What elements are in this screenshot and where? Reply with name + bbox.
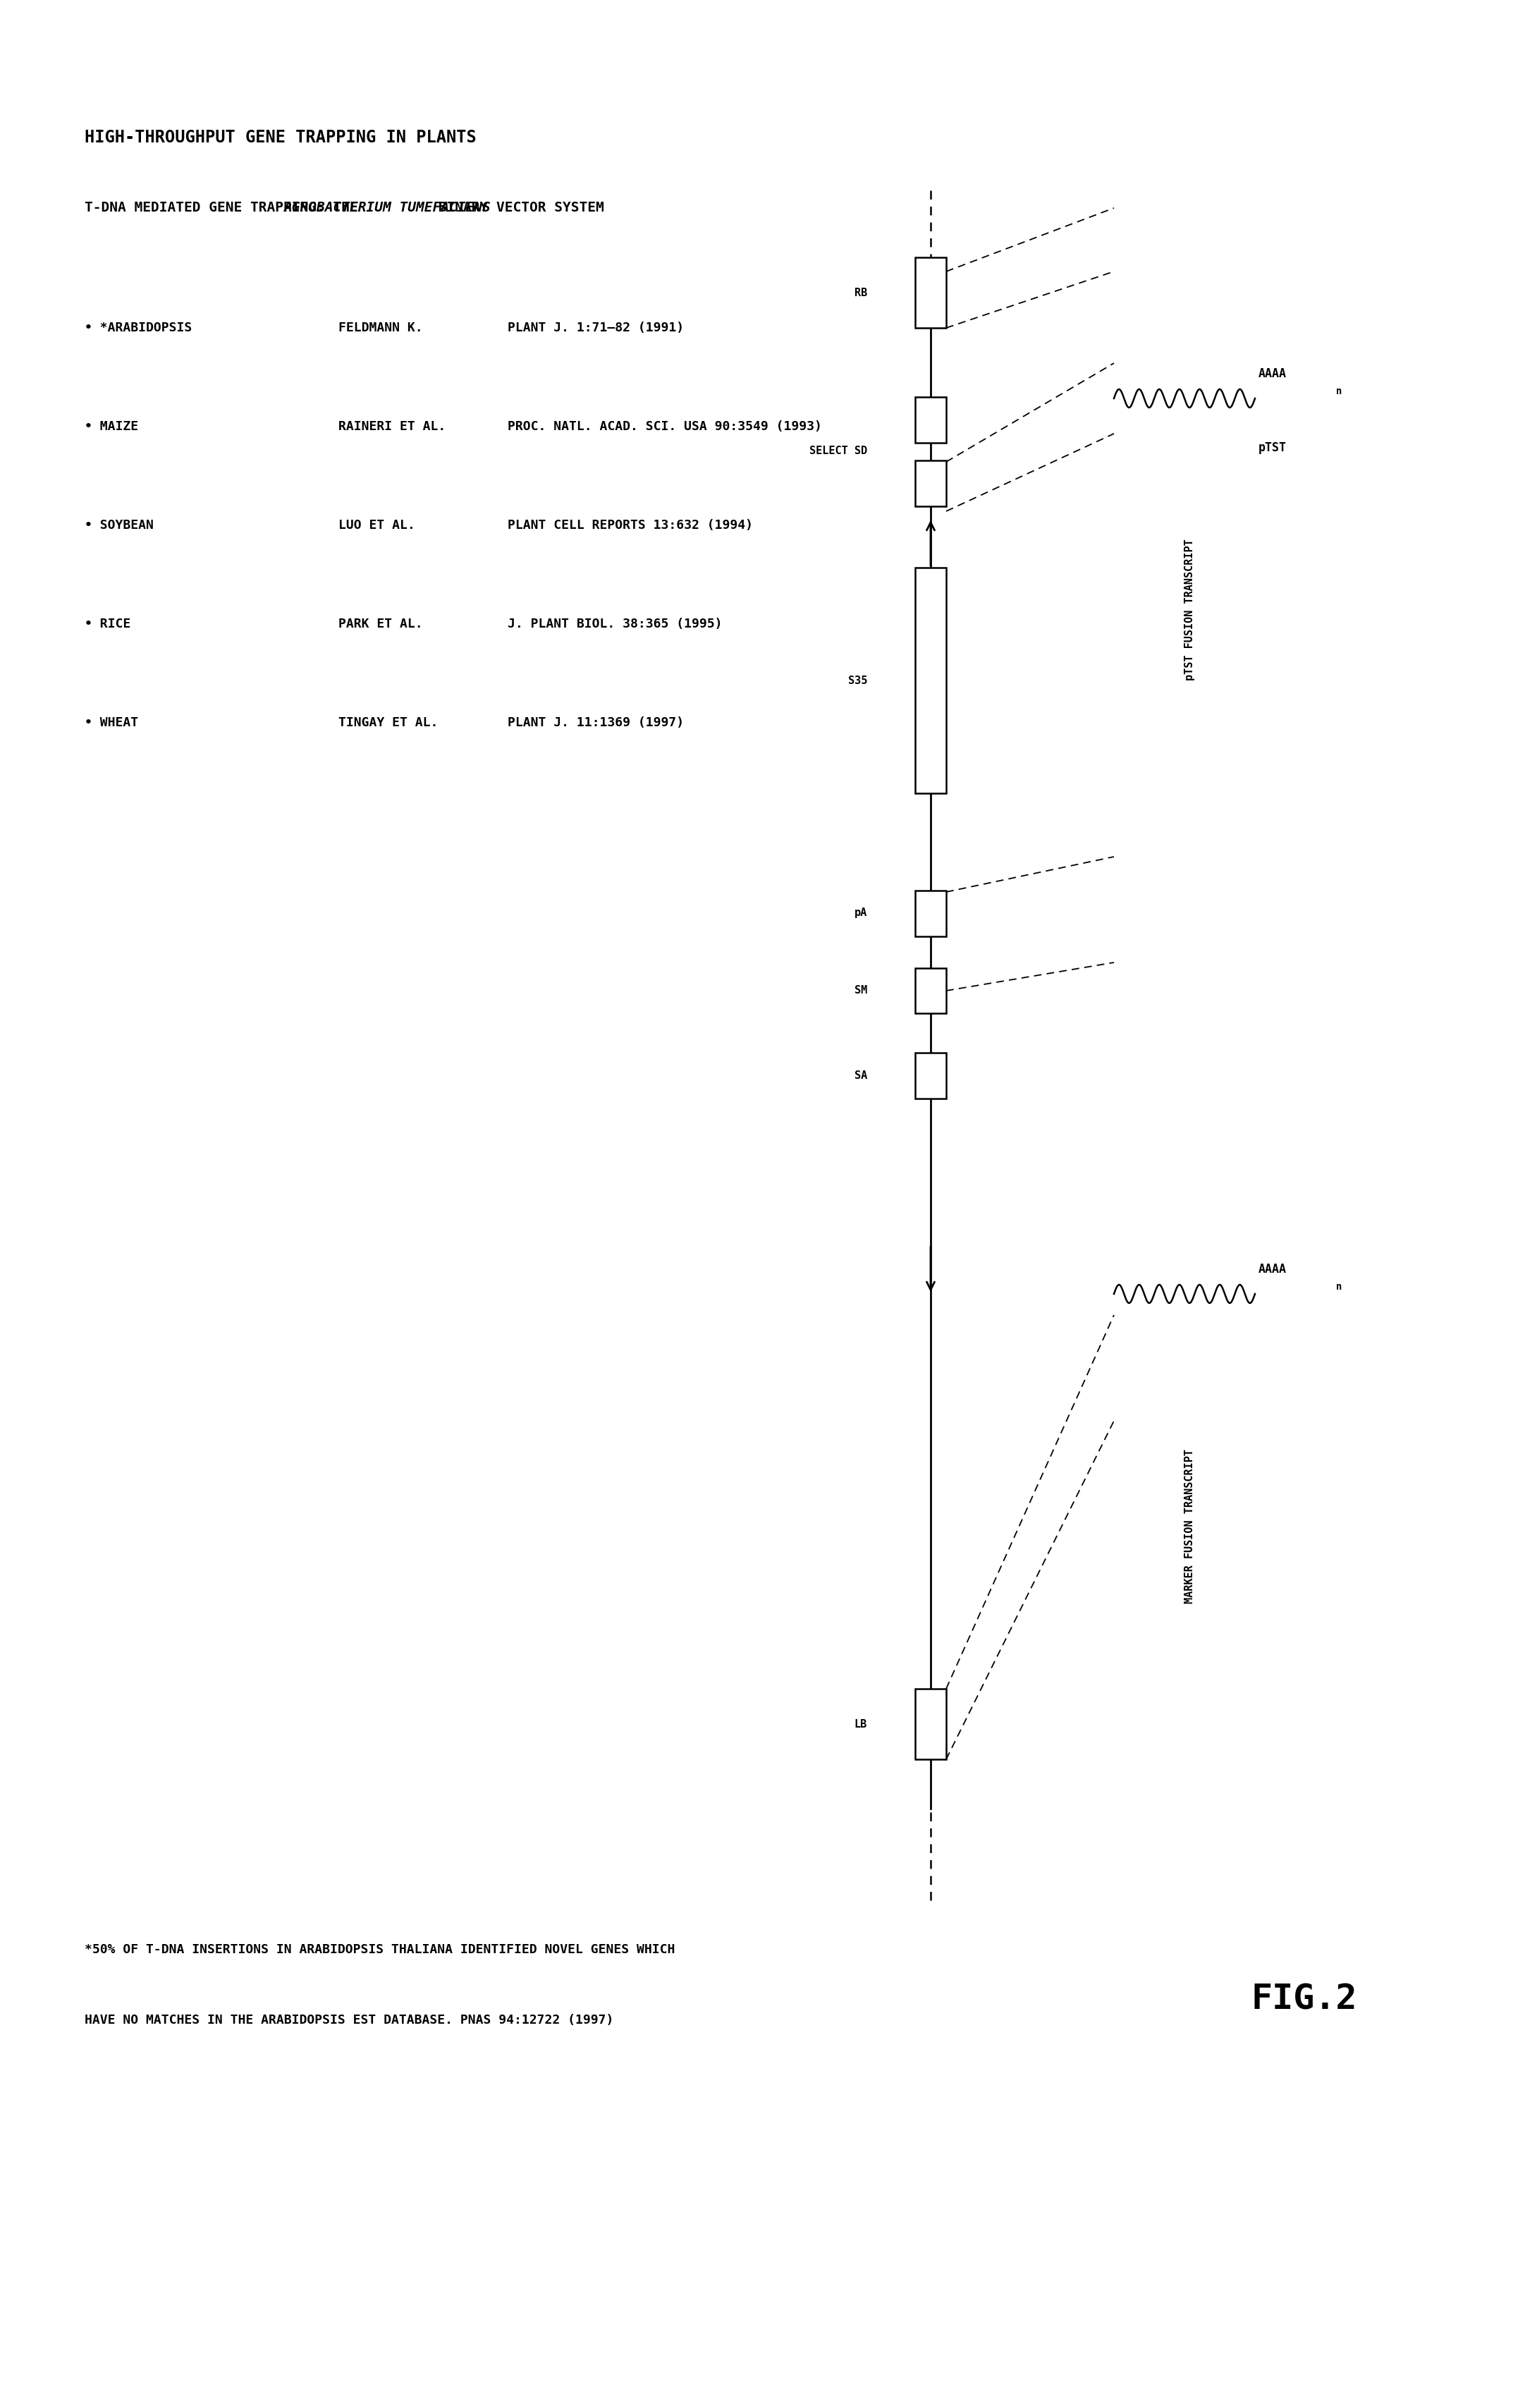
Text: AGROBACTERIUM TUMEFACIENS: AGROBACTERIUM TUMEFACIENS [283,202,490,214]
Text: HIGH-THROUGHPUT GENE TRAPPING IN PLANTS: HIGH-THROUGHPUT GENE TRAPPING IN PLANTS [85,130,477,147]
Text: LB: LB [855,1719,867,1729]
Bar [915,968,946,1014]
Text: pTST FUSION TRANSCRIPT: pTST FUSION TRANSCRIPT [1185,539,1195,681]
Text: • WHEAT: • WHEAT [85,718,138,730]
Text: LUO ET AL.: LUO ET AL. [339,520,415,532]
Bar [915,460,946,506]
Text: PROC. NATL. ACAD. SCI. USA 90:3549 (1993): PROC. NATL. ACAD. SCI. USA 90:3549 (1993… [508,421,822,433]
Text: PLANT CELL REPORTS 13:632 (1994): PLANT CELL REPORTS 13:632 (1994) [508,520,753,532]
Text: • SOYBEAN: • SOYBEAN [85,520,154,532]
Text: *50% OF T-DNA INSERTIONS IN ARABIDOPSIS THALIANA IDENTIFIED NOVEL GENES WHICH: *50% OF T-DNA INSERTIONS IN ARABIDOPSIS … [85,1943,675,1955]
Bar [915,891,946,937]
Text: PARK ET AL.: PARK ET AL. [339,619,422,631]
Text: AAAA: AAAA [1259,368,1286,380]
Text: TINGAY ET AL.: TINGAY ET AL. [339,718,439,730]
Text: HAVE NO MATCHES IN THE ARABIDOPSIS EST DATABASE. PNAS 94:12722 (1997): HAVE NO MATCHES IN THE ARABIDOPSIS EST D… [85,2013,614,2028]
Text: AAAA: AAAA [1259,1262,1286,1276]
Text: pA: pA [855,908,867,917]
Text: SELECT SD: SELECT SD [809,445,867,458]
Text: FIG.2: FIG.2 [1251,1982,1357,2015]
Text: • RICE: • RICE [85,619,130,631]
Bar [915,568,946,792]
Text: S35: S35 [847,674,867,686]
Text: PLANT J. 11:1369 (1997): PLANT J. 11:1369 (1997) [508,718,684,730]
Text: • *ARABIDOPSIS: • *ARABIDOPSIS [85,323,192,335]
Text: SM: SM [855,985,867,997]
Text: RAINERI ET AL.: RAINERI ET AL. [339,421,446,433]
Text: n: n [1336,1281,1342,1291]
Text: J. PLANT BIOL. 38:365 (1995): J. PLANT BIOL. 38:365 (1995) [508,619,722,631]
Text: RB: RB [855,287,867,299]
Text: FELDMANN K.: FELDMANN K. [339,323,422,335]
Text: MARKER FUSION TRANSCRIPT: MARKER FUSION TRANSCRIPT [1185,1450,1195,1604]
Text: PLANT J. 1:71–82 (1991): PLANT J. 1:71–82 (1991) [508,323,684,335]
Bar [915,397,946,443]
Text: SA: SA [855,1069,867,1081]
Bar [915,1688,946,1760]
Text: pTST: pTST [1259,441,1286,455]
Text: BINARY VECTOR SYSTEM: BINARY VECTOR SYSTEM [430,202,604,214]
Bar [915,1052,946,1098]
Bar [915,258,946,327]
Text: n: n [1336,385,1342,397]
Text: • MAIZE: • MAIZE [85,421,138,433]
Text: T-DNA MEDIATED GENE TRAPPING: THE: T-DNA MEDIATED GENE TRAPPING: THE [85,202,366,214]
